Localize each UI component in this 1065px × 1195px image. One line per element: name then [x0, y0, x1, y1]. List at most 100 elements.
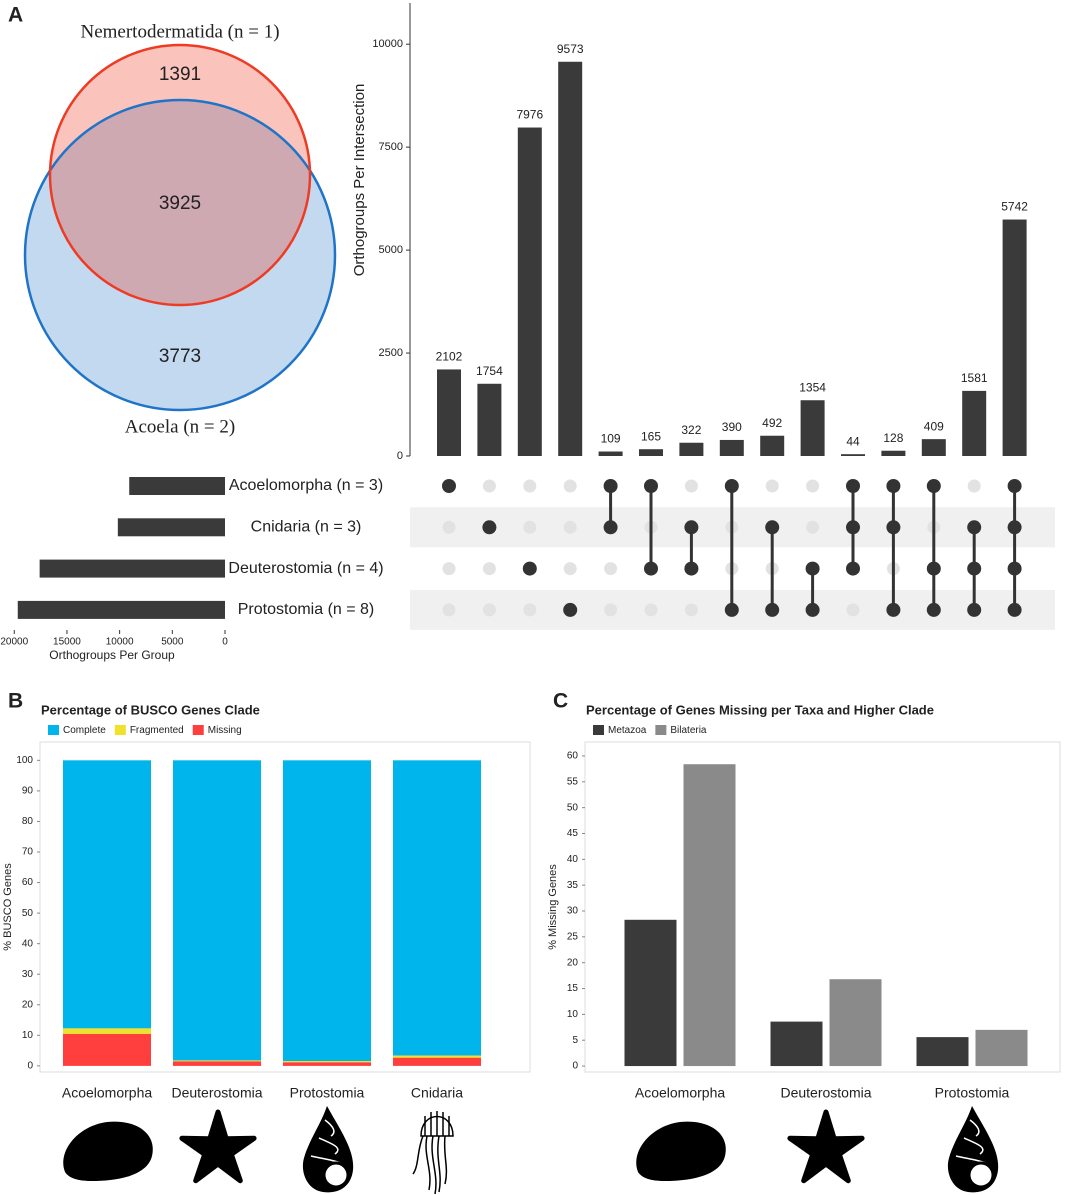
matrix-dot [846, 520, 860, 535]
value-label: 5742 [1001, 200, 1028, 214]
matrix-dot [886, 520, 901, 535]
bar [719, 439, 744, 456]
matrix-dot [1007, 602, 1022, 617]
y-tick-label: 90 [22, 786, 34, 797]
panel-label: C [553, 690, 568, 713]
y-tick-label: 40 [22, 938, 34, 949]
matrix-dot-empty [644, 603, 658, 617]
x-tick-label: Cnidaria [411, 1085, 463, 1101]
matrix-dot-empty [523, 603, 537, 617]
bar [639, 449, 663, 456]
bar-segment [393, 1055, 481, 1058]
legend-swatch [114, 725, 126, 735]
matrix-dot [1007, 561, 1022, 576]
value-label: 492 [762, 416, 782, 430]
matrix-dot [765, 520, 780, 535]
bar-segment [283, 1062, 371, 1066]
matrix-dot [1007, 479, 1022, 493]
bar [683, 764, 736, 1067]
matrix-dot [886, 602, 901, 617]
matrix-dot [1007, 520, 1022, 535]
legend-swatch [593, 725, 604, 735]
set-name: Nemertodermatida (n = 1) [80, 21, 279, 42]
y-tick-label: 100 [16, 755, 33, 766]
y-axis-label: % BUSCO Genes [2, 863, 14, 951]
matrix-dot [724, 602, 739, 617]
value-label: 1581 [961, 371, 988, 385]
matrix-dot [603, 479, 618, 493]
chart-title: Percentage of Genes Missing per Taxa and… [586, 702, 934, 717]
bar [770, 1021, 823, 1067]
y-tick-label: 60 [22, 877, 34, 888]
value-label: 1354 [799, 380, 826, 394]
legend-swatch [192, 725, 204, 735]
matrix-dot [805, 561, 820, 576]
matrix-dot [886, 479, 901, 493]
matrix-dot [926, 479, 941, 493]
y-tick-label: 60 [567, 751, 579, 762]
matrix-dot-empty [846, 603, 860, 617]
x-tick-label: 10000 [106, 637, 134, 648]
legend-label: Complete [63, 725, 106, 736]
matrix-dot-empty [604, 603, 618, 617]
bar [679, 442, 704, 456]
matrix-dot-empty [604, 562, 618, 576]
y-tick-label: 15 [567, 983, 579, 994]
value-label: 390 [722, 420, 742, 434]
legend-label: Missing [208, 725, 242, 736]
y-tick-label: 55 [567, 776, 579, 787]
matrix-dot [482, 520, 497, 535]
icon-cnidaria [412, 1110, 454, 1195]
value-label: 2102 [436, 350, 463, 364]
bar [829, 979, 882, 1067]
matrix-dot-empty [806, 479, 820, 493]
icon-deuterostomia [790, 1112, 862, 1181]
y-axis-label: % Missing Genes [547, 864, 559, 950]
matrix-dot-empty [967, 479, 981, 493]
bar-segment [63, 1033, 151, 1066]
y-tick-label: 0 [572, 1061, 578, 1072]
y-tick-label: 0 [27, 1061, 33, 1072]
x-axis-label: Orthogroups Per Group [49, 648, 175, 662]
value-label: 409 [924, 419, 944, 433]
x-tick-label: 20000 [0, 637, 28, 648]
matrix-dot [684, 561, 699, 576]
matrix-dot-empty [684, 479, 698, 493]
bar-segment [173, 1060, 261, 1062]
y-tick-label: 20 [567, 957, 579, 968]
x-tick-label: Acoelomorpha [62, 1085, 152, 1101]
legend-label: Metazoa [608, 725, 647, 736]
matrix-dot [846, 561, 860, 576]
matrix-dot-empty [482, 479, 496, 493]
matrix-dot-empty [442, 603, 456, 617]
y-tick-label: 25 [567, 931, 579, 942]
bar [800, 400, 825, 456]
venn-outline [48, 43, 312, 307]
set-size-bar [17, 600, 225, 619]
bar [921, 439, 946, 456]
bar-segment [283, 1061, 371, 1063]
bar [975, 1029, 1028, 1067]
x-tick-label: Protostomia [290, 1085, 365, 1101]
y-tick-label: 50 [567, 802, 579, 813]
set-size-bar [117, 518, 225, 537]
set-name: Acoela (n = 2) [125, 416, 235, 437]
y-tick-label: 40 [567, 854, 579, 865]
value-label: 322 [681, 423, 701, 437]
x-tick-label: Acoelomorpha [635, 1085, 725, 1101]
y-tick-label: 0 [397, 450, 403, 462]
set-size-bar [129, 477, 225, 495]
chart-title: Percentage of BUSCO Genes Clade [41, 702, 260, 717]
bar [881, 450, 906, 456]
y-tick-label: 80 [22, 816, 34, 827]
x-tick-label: 0 [222, 637, 228, 648]
matrix-dot [967, 602, 982, 617]
matrix-dot [765, 602, 780, 617]
y-tick-label: 35 [567, 880, 579, 891]
matrix-dot [563, 602, 578, 617]
matrix-dot-empty [563, 562, 577, 576]
panel-label: B [8, 690, 23, 713]
value-label: 7976 [516, 108, 543, 122]
bar [760, 435, 785, 456]
